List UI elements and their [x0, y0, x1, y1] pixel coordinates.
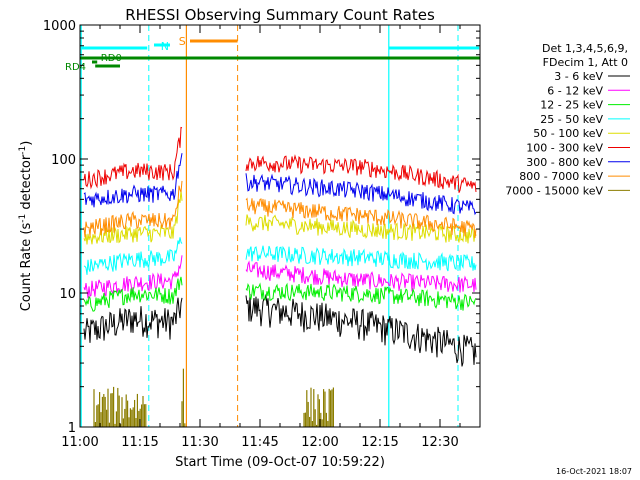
x-axis-label: Start Time (09-Oct-07 10:59:22): [175, 455, 385, 470]
x-tick-label-1: 11:15: [121, 435, 158, 450]
legend-label-1: 6 - 12 keV: [547, 84, 603, 97]
legend-label-3: 25 - 50 keV: [540, 113, 603, 126]
y-axis-label-sup-2: -1: [18, 146, 28, 155]
legend-label-2: 12 - 25 keV: [540, 99, 603, 112]
x-tick-label-2: 11:30: [181, 435, 218, 450]
series-3-segment: [245, 245, 477, 272]
series-5-segment: [83, 126, 183, 190]
rd4-flag-label: RD4: [65, 62, 86, 73]
legend-label-4: 50 - 100 keV: [533, 127, 603, 140]
n-flag-label: N: [161, 40, 169, 53]
series-4-segment: [245, 214, 477, 244]
x-tick-label-5: 12:15: [361, 435, 398, 450]
series-1-segment: [245, 260, 477, 293]
y-tick-label-1: 10: [59, 287, 76, 302]
y-tick-label-0: 1: [68, 421, 76, 436]
legend-label-7: 800 - 7000 keV: [519, 170, 603, 183]
legend-label-8: 7000 - 15000 keV: [505, 184, 603, 197]
legend-label-6: 300 - 800 keV: [526, 156, 603, 169]
y-tick-label-3: 1000: [43, 19, 76, 34]
legend-header-0: Det 1,3,4,5,6,9,: [542, 42, 628, 55]
series-0-segment: [83, 297, 183, 343]
y-axis-label-sup-1: -1: [18, 214, 28, 223]
series-6-segment: [83, 153, 183, 208]
y-tick-label-2: 100: [51, 153, 76, 168]
y-axis-label-part-1: Count Rate (s: [19, 223, 34, 312]
axes-layer: 11:00 11:15 11:30 11:45 12:00 12:15 12:30 1 10 10…: [43, 19, 480, 450]
s-flag-label: S: [179, 35, 186, 48]
series-layer: [83, 126, 477, 427]
x-tick-label-4: 12:00: [301, 435, 338, 450]
series-5-segment: [245, 154, 477, 193]
flags-layer: N S RD0 RD4: [65, 35, 480, 73]
y-axis-label-part-2: detector: [19, 154, 34, 214]
series-7-segment: [83, 180, 183, 238]
x-tick-label-0: 11:00: [61, 435, 98, 450]
legend: Det 1,3,4,5,6,9,FDecim 1, Att 03 - 6 keV…: [505, 42, 630, 197]
rd0-flag-label: RD0: [101, 53, 122, 64]
series-6-segment: [245, 173, 477, 216]
y-axis-label-part-3: ): [19, 141, 34, 146]
legend-label-0: 3 - 6 keV: [554, 70, 603, 83]
footer-date: 16-Oct-2021 18:07: [556, 467, 632, 476]
series-3-segment: [83, 237, 183, 275]
legend-header-1: FDecim 1, Att 0: [543, 56, 628, 69]
y-axis-label: Count Rate (s-1 detector-1): [18, 141, 34, 312]
series-2-segment: [245, 282, 477, 311]
series-0-segment: [245, 293, 477, 367]
x-tick-label-6: 12:30: [421, 435, 458, 450]
chart-title: RHESSI Observing Summary Count Rates: [125, 6, 435, 24]
legend-label-5: 100 - 300 keV: [526, 142, 603, 155]
series-7-segment: [245, 197, 477, 239]
series-2-segment: [83, 276, 183, 312]
x-tick-label-3: 11:45: [241, 435, 278, 450]
